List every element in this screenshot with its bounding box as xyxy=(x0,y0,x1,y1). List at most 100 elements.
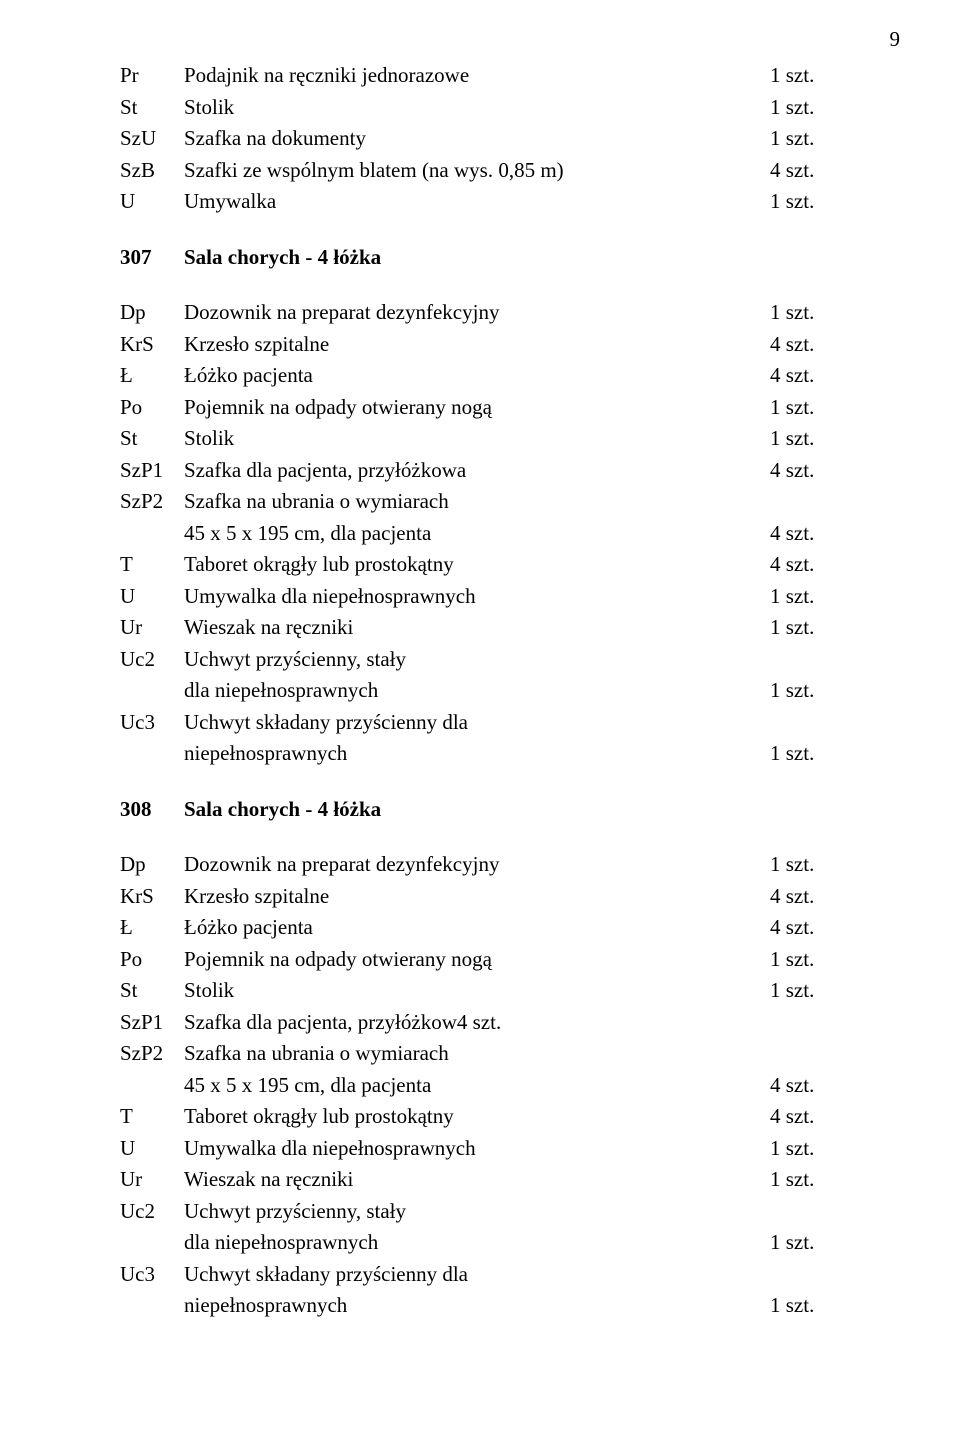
item-code: Po xyxy=(120,392,184,424)
item-quantity: 4 szt. xyxy=(770,881,840,913)
item-code: SzU xyxy=(120,123,184,155)
item-description: Uchwyt przyścienny, stały xyxy=(184,644,770,676)
item-code: Dp xyxy=(120,297,184,329)
list-item: SzP2Szafka na ubrania o wymiarach xyxy=(120,486,840,518)
item-code: St xyxy=(120,975,184,1007)
item-description: Wieszak na ręczniki xyxy=(184,612,770,644)
item-code: Ur xyxy=(120,1164,184,1196)
item-description: Pojemnik na odpady otwierany nogą xyxy=(184,392,770,424)
list-item: UUmywalka1 szt. xyxy=(120,186,840,218)
item-quantity: 1 szt. xyxy=(770,975,840,1007)
page-number: 9 xyxy=(890,24,901,56)
list-item: UUmywalka dla niepełnosprawnych1 szt. xyxy=(120,1133,840,1165)
item-description: Łóżko pacjenta xyxy=(184,912,770,944)
list-item: Uc2Uchwyt przyścienny, stały xyxy=(120,1196,840,1228)
item-code: Ur xyxy=(120,612,184,644)
item-quantity: 1 szt. xyxy=(770,423,840,455)
item-description: dla niepełnosprawnych xyxy=(184,1227,770,1259)
item-quantity: 1 szt. xyxy=(770,297,840,329)
section-307-heading: 307 Sala chorych - 4 łóżka xyxy=(120,242,840,274)
item-quantity: 1 szt. xyxy=(770,392,840,424)
item-code: Dp xyxy=(120,849,184,881)
item-code: SzP2 xyxy=(120,486,184,518)
list-item: KrSKrzesło szpitalne4 szt. xyxy=(120,329,840,361)
list-item: UrWieszak na ręczniki1 szt. xyxy=(120,1164,840,1196)
list-item: PoPojemnik na odpady otwierany nogą1 szt… xyxy=(120,944,840,976)
item-quantity: 1 szt. xyxy=(770,581,840,613)
item-quantity: 1 szt. xyxy=(770,944,840,976)
list-item: UrWieszak na ręczniki1 szt. xyxy=(120,612,840,644)
item-quantity: 4 szt. xyxy=(770,1070,840,1102)
item-code: Uc2 xyxy=(120,1196,184,1228)
list-item: SzP2Szafka na ubrania o wymiarach xyxy=(120,1038,840,1070)
item-quantity: 1 szt. xyxy=(770,1227,840,1259)
item-quantity: 1 szt. xyxy=(770,612,840,644)
item-code: Ł xyxy=(120,912,184,944)
item-description: Uchwyt składany przyścienny dla xyxy=(184,707,770,739)
item-description: dla niepełnosprawnych xyxy=(184,675,770,707)
list-item: ŁŁóżko pacjenta4 szt. xyxy=(120,912,840,944)
item-quantity: 1 szt. xyxy=(770,849,840,881)
list-item: StStolik1 szt. xyxy=(120,92,840,124)
item-description: Szafka na ubrania o wymiarach xyxy=(184,486,770,518)
item-code: KrS xyxy=(120,881,184,913)
list-item: Uc3Uchwyt składany przyścienny dla xyxy=(120,1259,840,1291)
item-code: SzP1 xyxy=(120,455,184,487)
item-description: Szafka na dokumenty xyxy=(184,123,770,155)
list-item: dla niepełnosprawnych1 szt. xyxy=(120,675,840,707)
item-code: U xyxy=(120,1133,184,1165)
item-code: SzP2 xyxy=(120,1038,184,1070)
item-code: U xyxy=(120,581,184,613)
item-description: 45 x 5 x 195 cm, dla pacjenta xyxy=(184,518,770,550)
item-code: KrS xyxy=(120,329,184,361)
item-description: Szafki ze wspólnym blatem (na wys. 0,85 … xyxy=(184,155,770,187)
item-description: Taboret okrągły lub prostokątny xyxy=(184,1101,770,1133)
section-307-rows: DpDozownik na preparat dezynfekcyjny1 sz… xyxy=(120,297,840,770)
list-item: UUmywalka dla niepełnosprawnych1 szt. xyxy=(120,581,840,613)
list-item: ŁŁóżko pacjenta4 szt. xyxy=(120,360,840,392)
item-code: T xyxy=(120,549,184,581)
item-description: Stolik xyxy=(184,975,770,1007)
item-description: Szafka dla pacjenta, przyłóżkow4 szt. xyxy=(184,1007,770,1039)
item-description: Łóżko pacjenta xyxy=(184,360,770,392)
item-quantity: 1 szt. xyxy=(770,186,840,218)
item-quantity: 1 szt. xyxy=(770,60,840,92)
item-quantity: 4 szt. xyxy=(770,455,840,487)
item-code: Uc3 xyxy=(120,1259,184,1291)
list-item: DpDozownik na preparat dezynfekcyjny1 sz… xyxy=(120,849,840,881)
item-code: SzB xyxy=(120,155,184,187)
item-quantity: 4 szt. xyxy=(770,549,840,581)
item-quantity: 1 szt. xyxy=(770,1290,840,1322)
list-item: SzUSzafka na dokumenty1 szt. xyxy=(120,123,840,155)
list-item: KrSKrzesło szpitalne4 szt. xyxy=(120,881,840,913)
item-quantity: 1 szt. xyxy=(770,1164,840,1196)
item-quantity: 4 szt. xyxy=(770,912,840,944)
list-item: TTaboret okrągły lub prostokątny4 szt. xyxy=(120,549,840,581)
item-quantity: 1 szt. xyxy=(770,738,840,770)
list-item: SzBSzafki ze wspólnym blatem (na wys. 0,… xyxy=(120,155,840,187)
list-item: niepełnosprawnych1 szt. xyxy=(120,1290,840,1322)
item-description: Umywalka dla niepełnosprawnych xyxy=(184,581,770,613)
item-quantity: 4 szt. xyxy=(770,1101,840,1133)
section-title: Sala chorych - 4 łóżka xyxy=(184,794,770,826)
item-code: T xyxy=(120,1101,184,1133)
item-code: Po xyxy=(120,944,184,976)
item-code: Uc2 xyxy=(120,644,184,676)
item-description: Szafka na ubrania o wymiarach xyxy=(184,1038,770,1070)
item-quantity: 4 szt. xyxy=(770,518,840,550)
item-code: St xyxy=(120,92,184,124)
item-description: Uchwyt przyścienny, stały xyxy=(184,1196,770,1228)
item-description: Stolik xyxy=(184,92,770,124)
list-item: niepełnosprawnych1 szt. xyxy=(120,738,840,770)
item-description: Krzesło szpitalne xyxy=(184,329,770,361)
section-number: 308 xyxy=(120,794,184,826)
item-quantity: 1 szt. xyxy=(770,123,840,155)
item-description: Umywalka xyxy=(184,186,770,218)
list-item: Uc2Uchwyt przyścienny, stały xyxy=(120,644,840,676)
section-308-heading: 308 Sala chorych - 4 łóżka xyxy=(120,794,840,826)
item-quantity: 4 szt. xyxy=(770,155,840,187)
item-quantity: 4 szt. xyxy=(770,360,840,392)
item-description: Podajnik na ręczniki jednorazowe xyxy=(184,60,770,92)
item-description: Szafka dla pacjenta, przyłóżkowa xyxy=(184,455,770,487)
item-description: 45 x 5 x 195 cm, dla pacjenta xyxy=(184,1070,770,1102)
